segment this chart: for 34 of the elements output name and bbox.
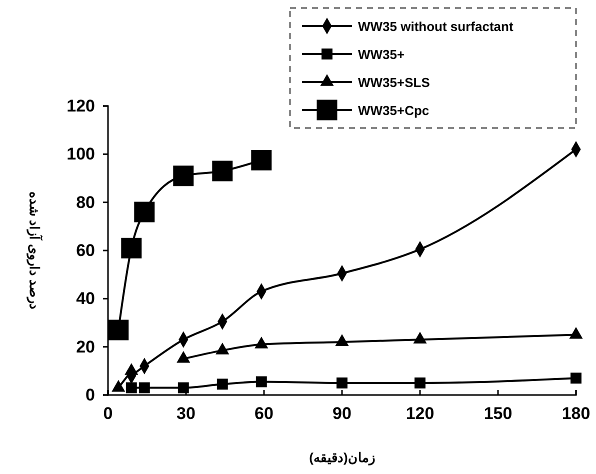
point (134, 202, 155, 222)
x-tick-label: 150 (484, 404, 512, 424)
legend-label: WW35 without surfactant (358, 19, 514, 34)
x-tick-label: 90 (332, 404, 352, 424)
point (138, 382, 150, 394)
y-tick-label: 120 (66, 96, 95, 116)
point (108, 320, 129, 340)
point (414, 377, 426, 388)
x-tick-label: 120 (406, 404, 434, 424)
point (173, 166, 194, 186)
point (178, 382, 189, 394)
legend-label: WW35+SLS (358, 75, 430, 90)
x-tick-label: 30 (176, 404, 196, 424)
point (212, 160, 233, 182)
y-tick-label: 20 (76, 337, 95, 356)
y-tick-label: 80 (76, 192, 95, 212)
x-tick-label: 180 (562, 404, 590, 424)
point (256, 376, 267, 388)
y-tick-label: 100 (66, 144, 95, 164)
point (251, 150, 272, 170)
y-tick-label: 0 (86, 385, 95, 404)
x-tick-label: 0 (103, 404, 113, 424)
y-tick-label: 60 (76, 240, 95, 260)
point (336, 377, 348, 388)
y-tick-label: 40 (76, 289, 95, 308)
x-axis-title: زمان(دقیقه) (309, 450, 375, 466)
legend-label: WW35+ (358, 47, 405, 62)
point (216, 378, 228, 390)
legend-label: WW35+Cpc (358, 103, 430, 118)
point (570, 372, 582, 384)
point (121, 238, 142, 258)
y-axis-title: درصد داروی آزاد شده (26, 192, 43, 310)
point (126, 382, 137, 394)
x-tick-label: 60 (254, 404, 274, 424)
